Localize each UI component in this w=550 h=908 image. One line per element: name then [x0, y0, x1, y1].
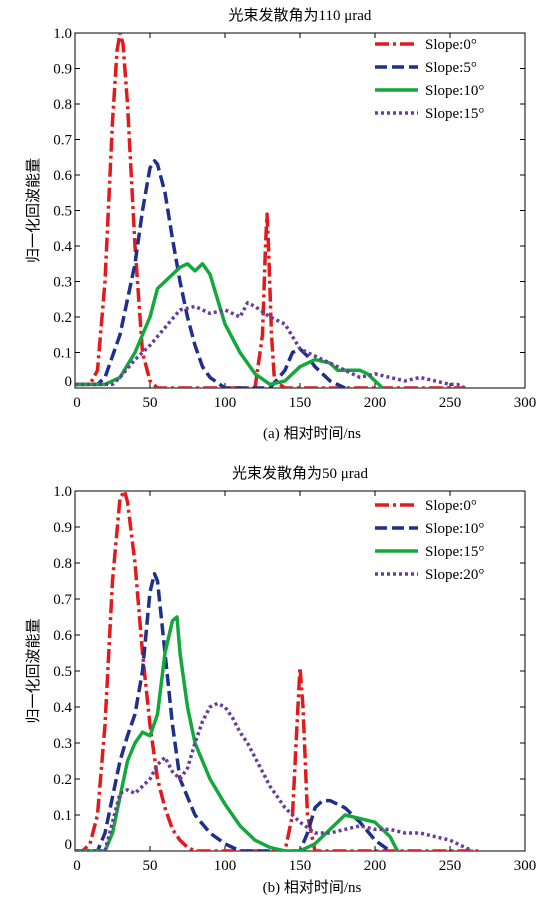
chart-b-ytick-label: 1.0	[53, 484, 72, 500]
chart-b-ytick-label: 0.9	[53, 520, 72, 536]
chart-b-xtick-label: 50	[143, 858, 158, 874]
chart-b-ytick-label: 0.6	[53, 628, 72, 644]
chart-a-legend-label-0: Slope:0°	[425, 37, 477, 53]
chart-b: 光束发散角为50 μrad 0 50 100 150 200 250 300 0 0.1 0.2 0.…	[25, 465, 536, 896]
chart-a-xtick-label: 150	[289, 395, 312, 411]
chart-a-ytick-label: 0.7	[53, 133, 72, 149]
chart-a-ytick-label: 0.3	[53, 275, 72, 291]
chart-b-ylabel: 归一化回波能量	[25, 618, 42, 723]
chart-a-ytick-label: 0.8	[53, 97, 72, 113]
chart-a: 光束发散角为110 μrad 0 50 100 150 200 250 300 0 0.1 0.2 0…	[25, 7, 536, 442]
chart-b-legend-label-0: Slope:0°	[425, 498, 477, 514]
chart-b-legend-label-2: Slope:15°	[425, 544, 484, 560]
chart-b-xtick-label: 300	[514, 858, 537, 874]
chart-a-series-3-line	[75, 301, 466, 388]
chart-b-xtick-label: 0	[73, 858, 81, 874]
chart-a-xtick-label: 250	[439, 395, 462, 411]
chart-b-title: 光束发散角为50 μrad	[232, 465, 368, 482]
chart-a-ytick-label: 0.6	[53, 168, 72, 184]
chart-a-ytick-label: 0.4	[53, 239, 72, 255]
chart-b-series-0-line	[75, 491, 480, 851]
chart-a-ytick-label: 0.2	[53, 310, 72, 326]
chart-b-ytick-label: 0.8	[53, 556, 72, 572]
chart-b-series-3-line	[75, 701, 474, 851]
chart-b-ytick-label: 0.1	[53, 808, 72, 824]
chart-b-ytick-label: 0.7	[53, 592, 72, 608]
chart-a-ytick-label: 0.5	[53, 204, 72, 220]
chart-b-legend-label-3: Slope:20°	[425, 567, 484, 583]
chart-b-ytick-label: 0.5	[53, 664, 72, 680]
chart-a-ytick-label: 0	[65, 374, 73, 390]
chart-a-xtick-label: 0	[73, 395, 81, 411]
chart-b-ytick-label: 0.2	[53, 772, 72, 788]
chart-a-legend-label-1: Slope:5°	[425, 60, 477, 76]
chart-a-ytick-label: 1.0	[53, 26, 72, 42]
chart-b-legend-label-1: Slope:10°	[425, 521, 484, 537]
chart-b-ytick-label: 0.3	[53, 736, 72, 752]
chart-b-xtick-label: 200	[364, 858, 387, 874]
chart-b-ytick-label: 0.4	[53, 700, 72, 716]
chart-a-series-1-line	[75, 159, 346, 388]
chart-b-xtick-label: 100	[214, 858, 237, 874]
chart-b-xtick-label: 150	[289, 858, 312, 874]
chart-a-title: 光束发散角为110 μrad	[229, 7, 372, 24]
chart-a-ytick-label: 0.1	[53, 346, 72, 362]
chart-a-legend-label-2: Slope:10°	[425, 83, 484, 99]
chart-a-series-0-line	[75, 33, 465, 388]
chart-a-xtick-label: 50	[143, 395, 158, 411]
chart-a-ytick-label: 0.9	[53, 62, 72, 78]
chart-a-legend-label-3: Slope:15°	[425, 106, 484, 122]
chart-b-xtick-label: 250	[439, 858, 462, 874]
chart-a-xtick-label: 100	[214, 395, 237, 411]
chart-a-xtick-label: 200	[364, 395, 387, 411]
chart-b-ytick-label: 0	[65, 837, 73, 853]
chart-a-ylabel: 归一化回波能量	[25, 158, 42, 263]
chart-a-xlabel: (a) 相对时间/ns	[263, 425, 361, 442]
chart-b-series-1-line	[75, 572, 392, 851]
chart-b-series-2-line	[75, 615, 400, 851]
chart-a-xtick-label: 300	[514, 395, 537, 411]
chart-b-xlabel: (b) 相对时间/ns	[263, 879, 362, 896]
